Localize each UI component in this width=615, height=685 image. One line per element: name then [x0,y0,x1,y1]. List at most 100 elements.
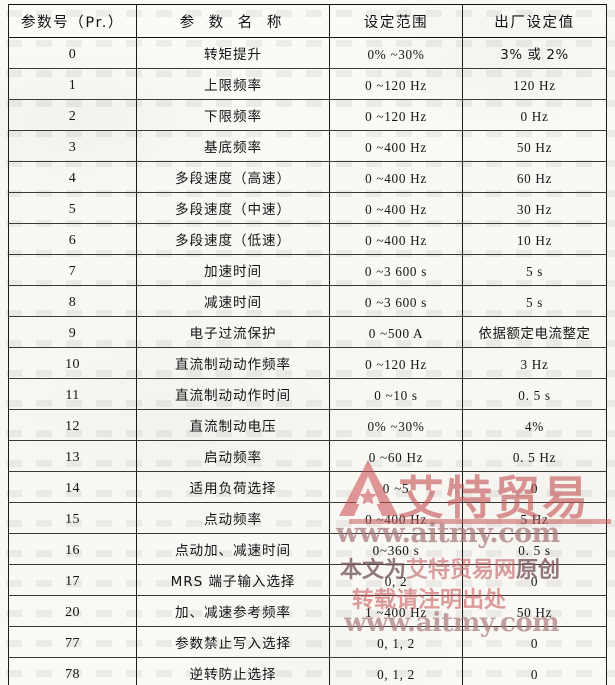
factory-default-cell: 3 Hz [462,347,607,379]
parameter-name-cell: 多段速度（低速） [136,223,330,255]
parameter-number-cell: 3 [8,130,137,162]
table-row: 4 多段速度（高速） 0 ~400 Hz 60 Hz [8,161,607,193]
parameter-name-cell: 多段速度（高速） [136,161,330,193]
parameter-name-cell: MRS 端子输入选择 [136,564,330,596]
factory-default-cell: 3% 或 2% [462,37,607,69]
parameter-name-cell: 参数禁止写入选择 [136,626,330,658]
parameter-name: 直流制动电压 [189,419,277,435]
parameter-number: 15 [65,512,80,527]
parameter-number: 3 [68,140,77,155]
factory-default: 3% 或 2% [500,48,569,63]
factory-default: 30 Hz [516,201,553,217]
setting-range-cell: 1 ~400 Hz [329,595,463,627]
factory-default-cell: 0 Hz [462,99,607,131]
factory-default-cell: 4% [462,409,607,441]
setting-range: 0 ~5 [382,480,410,496]
parameter-name-cell: 直流制动动作时间 [136,378,330,410]
factory-default: 50 Hz [516,604,553,620]
col-header-parameter-number: 参数号（Pr.） [8,4,137,38]
table-row: 3 基底频率 0 ~400 Hz 50 Hz [8,130,607,162]
parameter-name-cell: 多段速度（中速） [136,192,330,224]
parameter-table: 参数号（Pr.） 参 数 名 称 设定范围 出厂设定值 0 转矩提升 0% ~30%… [8,4,607,685]
parameter-number: 1 [68,78,77,93]
table-row: 10 直流制动动作频率 0 ~120 Hz 3 Hz [8,347,607,379]
parameter-number: 14 [65,481,80,496]
setting-range-cell: 0 ~120 Hz [329,347,463,379]
parameter-name-cell: 点动频率 [136,502,330,534]
setting-range-cell: 0 ~400 Hz [329,192,463,224]
parameter-number-cell: 14 [8,471,137,503]
parameter-number: 77 [65,636,80,651]
parameter-name: 基底频率 [204,140,262,156]
setting-range: 0 ~120 Hz [365,77,427,93]
table-row: 6 多段速度（低速） 0 ~400 Hz 10 Hz [8,223,607,255]
factory-default-cell: 50 Hz [462,130,607,162]
factory-default: 0 Hz [520,108,549,124]
parameter-name-cell: 点动加、减速时间 [136,533,330,565]
col-header-factory-default: 出厂设定值 [462,4,607,38]
factory-default-cell: 0. 5 s [462,533,607,565]
factory-default-cell: 0 [462,471,607,503]
setting-range: 0 ~120 Hz [365,356,427,372]
factory-default-cell: 依据额定电流整定 [462,316,607,348]
factory-default-cell: 50 Hz [462,595,607,627]
parameter-name: 参数禁止写入选择 [175,636,291,652]
setting-range: 0 ~3 600 s [364,263,428,279]
setting-range-cell: 0 ~400 Hz [329,502,463,534]
setting-range-cell: 0 ~5 [329,471,463,503]
parameter-number-cell: 9 [8,316,137,348]
parameter-name-cell: 启动频率 [136,440,330,472]
parameter-name: 直流制动动作时间 [175,388,291,404]
setting-range-cell: 0 ~120 Hz [329,68,463,100]
parameter-name: 上限频率 [204,78,262,94]
parameter-name: 下限频率 [204,109,262,125]
setting-range-cell: 0% ~30% [329,37,463,69]
factory-default: 0. 5 Hz [512,449,557,465]
factory-default: 0. 5 s [518,387,551,403]
parameter-number-cell: 16 [8,533,137,565]
factory-default-cell: 0 [462,564,607,596]
factory-default: 4% [525,418,544,434]
factory-default: 0. 5 s [518,542,551,558]
setting-range-cell: 0, 1, 2 [329,626,463,658]
parameter-name-cell: 基底频率 [136,130,330,162]
parameter-number-cell: 12 [8,409,137,441]
col-header-factory-default-label: 出厂设定值 [494,14,575,31]
factory-default: 10 Hz [516,232,553,248]
parameter-name-cell: 直流制动电压 [136,409,330,441]
parameter-name: 减速时间 [204,295,262,311]
parameter-name-cell: 下限频率 [136,99,330,131]
parameter-number: 12 [65,419,80,434]
setting-range-cell: 0 ~3 600 s [329,254,463,286]
parameter-number: 8 [68,295,77,310]
table-row: 16 点动加、减速时间 0~360 s 0. 5 s [8,533,607,565]
setting-range-cell: 0, 1, 2 [329,657,463,685]
parameter-name-cell: 逆转防止选择 [136,657,330,685]
parameter-number: 17 [65,574,80,589]
table-row: 78 逆转防止选择 0, 1, 2 0 [8,657,607,685]
parameter-number-cell: 7 [8,254,137,286]
table-row: 11 直流制动动作时间 0 ~10 s 0. 5 s [8,378,607,410]
factory-default: 50 Hz [516,139,553,155]
setting-range: 0 ~3 600 s [364,294,428,310]
parameter-number: 20 [65,605,80,620]
factory-default: 120 Hz [513,77,556,93]
table-row: 5 多段速度（中速） 0 ~400 Hz 30 Hz [8,192,607,224]
parameter-number-cell: 10 [8,347,137,379]
setting-range-cell: 0 ~120 Hz [329,99,463,131]
parameter-number-cell: 5 [8,192,137,224]
setting-range: 0 ~60 Hz [368,449,424,465]
setting-range: 0 ~400 Hz [365,232,427,248]
parameter-name: 逆转防止选择 [189,667,277,683]
parameter-number-cell: 13 [8,440,137,472]
setting-range: 0 ~400 Hz [365,201,427,217]
parameter-number-cell: 4 [8,161,137,193]
factory-default: 0 [530,635,539,651]
setting-range: 0, 2 [384,573,408,589]
setting-range: 0 ~400 Hz [365,139,427,155]
setting-range: 0% ~30% [367,46,425,62]
parameter-number-cell: 78 [8,657,137,685]
setting-range-cell: 0 ~500 A [329,316,463,348]
setting-range: 0 ~400 Hz [365,511,427,527]
setting-range-cell: 0~360 s [329,533,463,565]
